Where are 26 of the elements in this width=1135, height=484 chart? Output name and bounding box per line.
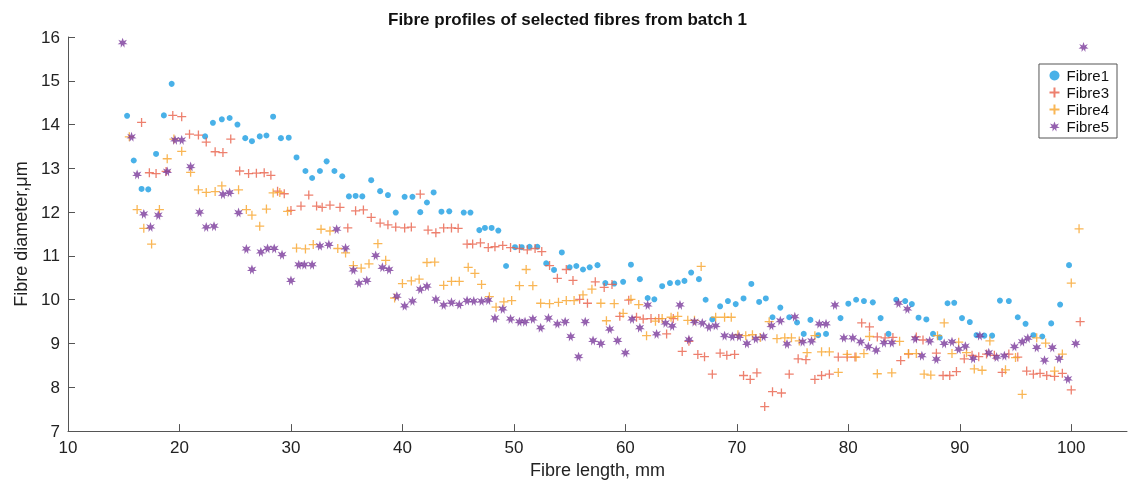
legend-label: Fibre3 [1066,84,1110,101]
y-tick-label: 14 [41,115,60,135]
y-tick-label: 11 [42,246,60,266]
x-tick-label: 100 [1057,438,1086,458]
y-tick-label: 8 [50,377,60,397]
legend-label: Fibre4 [1066,101,1110,118]
x-tick-label: 30 [281,438,301,458]
y-tick-label: 9 [50,334,60,354]
y-tick-label: 12 [41,202,60,222]
x-tick-label: 90 [950,438,970,458]
y-tick-label: 16 [41,27,60,47]
y-axis-title: Fibre diameter,μm [11,161,32,307]
x-tick-label: 20 [170,438,189,458]
x-tick-label: 60 [615,438,635,458]
legend-label: Fibre5 [1066,118,1110,135]
y-tick-label: 15 [41,71,60,91]
y-tick-label: 7 [50,421,60,441]
chart-title: Fibre profiles of selected fibres from batch 1 [388,10,747,29]
x-tick-label: 40 [392,438,412,458]
x-tick-label: 80 [838,438,858,458]
legend-label: Fibre1 [1066,67,1110,84]
y-tick-label: 10 [41,290,60,310]
x-tick-label: 70 [727,438,747,458]
x-axis-title: Fibre length, mm [529,460,666,480]
y-tick-label: 13 [41,158,60,178]
x-tick-label: 50 [504,438,524,458]
